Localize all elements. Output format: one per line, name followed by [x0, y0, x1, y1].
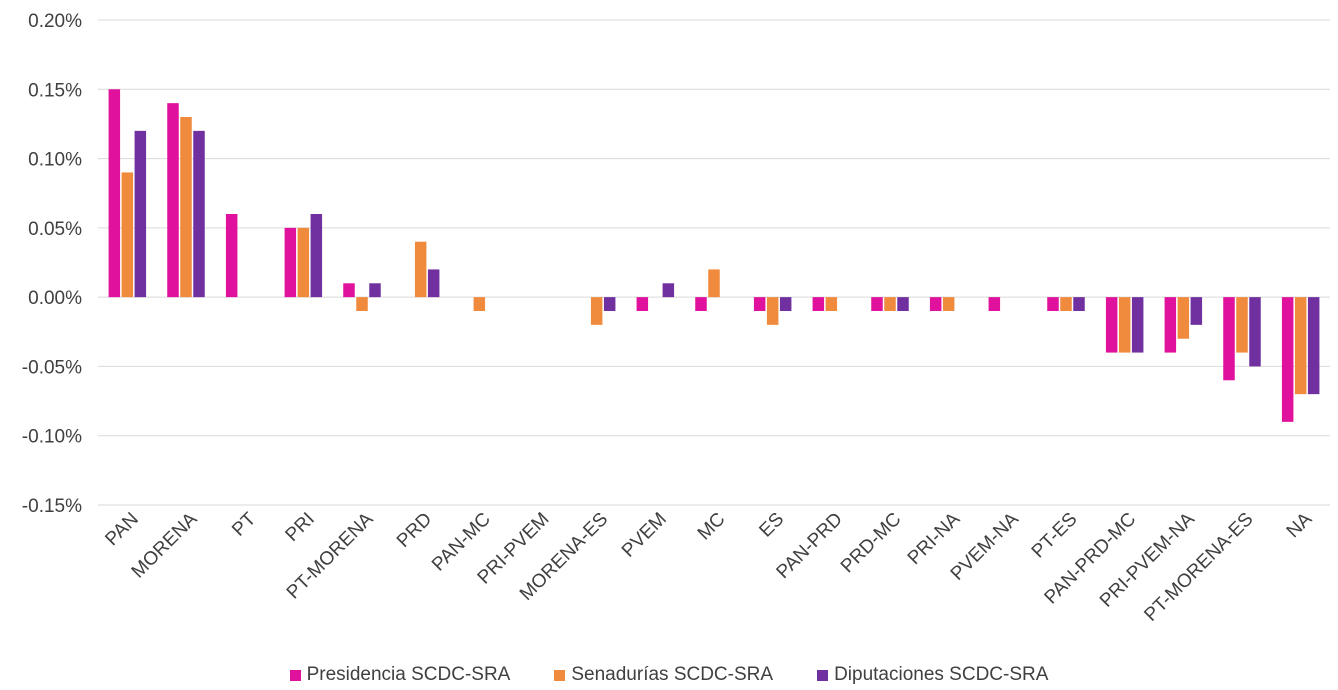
y-tick-label: -0.05% [22, 357, 82, 378]
legend: Presidencia SCDC-SRA Senadurías SCDC-SRA… [0, 664, 1338, 686]
bar [414, 241, 427, 298]
bars [108, 89, 1320, 422]
legend-item-senadurias: Senadurías SCDC-SRA [554, 664, 773, 686]
y-tick-label: -0.10% [22, 427, 82, 448]
bar [1060, 297, 1072, 311]
bar [766, 297, 779, 325]
x-tick-label: PT-ES [1028, 509, 1082, 563]
bar [603, 297, 616, 311]
bar [121, 172, 134, 298]
bar [708, 269, 720, 298]
bar [369, 283, 381, 298]
bar [1047, 297, 1059, 311]
x-tick-label: PT-MORENA-ES [1140, 509, 1257, 626]
bar [871, 297, 883, 311]
bar [427, 269, 440, 298]
bar [284, 227, 297, 298]
bar [1281, 297, 1294, 422]
bar [310, 214, 323, 298]
x-tick-label: PRD [393, 509, 436, 552]
bar [988, 297, 1001, 311]
bar [1131, 297, 1144, 353]
legend-item-diputaciones: Diputaciones SCDC-SRA [817, 664, 1048, 686]
y-tick-label: 0.05% [28, 219, 82, 240]
bar [180, 117, 192, 298]
bar [753, 297, 766, 311]
bar [1105, 297, 1118, 353]
bar [636, 297, 649, 311]
bar [1249, 297, 1261, 367]
bar [1177, 297, 1190, 339]
legend-label-senadurias: Senadurías SCDC-SRA [571, 664, 774, 685]
legend-swatch-senadurias [554, 669, 566, 681]
bar [193, 130, 205, 298]
bar [897, 297, 909, 311]
x-tick-label: PAN [101, 509, 142, 550]
bar [1236, 297, 1248, 353]
bar [1118, 297, 1131, 353]
x-tick-label: NA [1283, 508, 1317, 542]
legend-swatch-diputaciones [817, 669, 829, 681]
legend-item-presidencia: Presidencia SCDC-SRA [289, 664, 511, 686]
bar [1307, 297, 1320, 395]
bar [662, 283, 675, 298]
legend-label-diputaciones: Diputaciones SCDC-SRA [834, 664, 1049, 685]
y-tick-label: 0.10% [28, 150, 82, 171]
bar [1164, 297, 1177, 353]
bar [134, 130, 147, 298]
bar [590, 297, 603, 325]
bar [343, 283, 355, 298]
y-axis-ticks: 0.20% 0.15% 0.10% 0.05% 0.00% -0.05% -0.10% -0.… [22, 11, 82, 517]
y-tick-label: -0.15% [22, 496, 82, 517]
y-tick-label: 0.20% [28, 11, 82, 32]
bar [297, 227, 310, 298]
bar [1190, 297, 1203, 325]
x-tick-label: ES [755, 509, 788, 542]
legend-swatch-presidencia [289, 669, 301, 681]
legend-label-presidencia: Presidencia SCDC-SRA [306, 664, 511, 685]
bar [1223, 297, 1235, 381]
x-tick-label: PT [228, 508, 260, 540]
x-tick-label: PRI [282, 509, 319, 546]
x-tick-label: PRD-MC [837, 509, 906, 578]
x-tick-label: MC [694, 509, 730, 545]
bar [695, 297, 707, 311]
x-tick-label: PVEM [618, 509, 671, 562]
bar [825, 297, 838, 311]
bar [225, 214, 238, 298]
bar [1073, 297, 1085, 311]
bar [942, 297, 955, 311]
bar [167, 103, 179, 298]
y-tick-label: 0.00% [28, 288, 82, 309]
bar [108, 89, 121, 298]
gridlines [98, 19, 1330, 506]
y-tick-label: 0.15% [28, 80, 82, 101]
bar [473, 297, 486, 311]
bar [1294, 297, 1307, 395]
bar [356, 297, 368, 311]
bar [884, 297, 896, 311]
bar [929, 297, 942, 311]
bar-chart: 0.20% 0.15% 0.10% 0.05% 0.00% -0.05% -0.10% -0.… [22, 11, 1330, 626]
bar [812, 297, 825, 311]
bar [779, 297, 792, 311]
